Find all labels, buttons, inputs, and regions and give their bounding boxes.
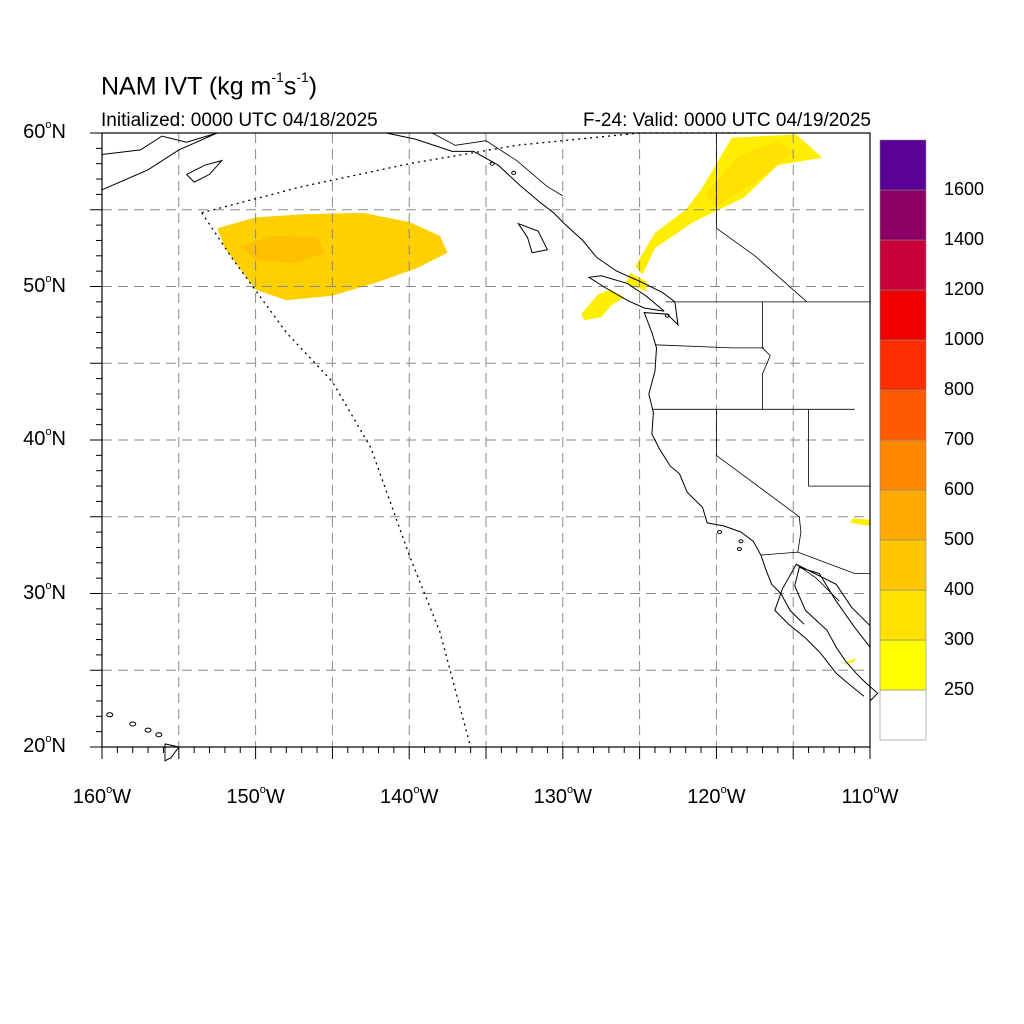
colorbar-label: 400	[944, 579, 975, 599]
coastline-island	[144, 727, 152, 733]
longitude-label: 160oW	[72, 784, 132, 808]
latitude-label: 50oN	[23, 272, 66, 297]
coastline-us-west	[386, 132, 762, 556]
border-us-mexico	[760, 551, 870, 574]
colorbar-swatch	[879, 239, 927, 291]
colorbar-label: 1600	[944, 179, 985, 199]
initialized-time: Initialized: 0000 UTC 04/18/2025	[101, 110, 378, 131]
colorbar-swatch	[879, 589, 927, 641]
colorbar-swatch	[879, 189, 927, 241]
coastline-island	[155, 732, 163, 738]
coastline-vancouver-island	[587, 275, 665, 312]
ivt-core-gulf-of-alaska	[240, 235, 325, 264]
colorbar-label: 1400	[944, 229, 985, 249]
colorbar-swatch	[879, 139, 927, 191]
border-bc-alaska	[432, 132, 564, 197]
colorbar-label: 800	[944, 379, 975, 399]
coastline-island	[106, 712, 114, 718]
chart-title: NAM IVT (kg m-1s-1)	[101, 69, 318, 101]
longitude-label: 120oW	[687, 784, 746, 808]
colorbar-label: 600	[944, 479, 975, 499]
coastline-north-america	[774, 563, 879, 702]
colorbar-label: 1000	[944, 329, 985, 349]
coastline-island	[738, 539, 744, 544]
colorbar-label: 700	[944, 429, 975, 449]
latitude-label: 60oN	[23, 119, 66, 143]
longitude-label: 140oW	[379, 784, 439, 808]
ivt-region-sinaloa	[840, 658, 857, 665]
colorbar-label: 500	[944, 529, 975, 549]
coastline-island	[664, 313, 670, 318]
coastline-mainland-mexico	[760, 554, 805, 625]
latitude-label: 30oN	[23, 579, 66, 604]
coastline-hawaii	[164, 743, 180, 762]
border-az-west	[797, 516, 802, 553]
coastline	[101, 132, 879, 762]
coastline-island	[716, 530, 722, 535]
map-gridlines	[102, 133, 870, 747]
colorbar-label: 250	[944, 679, 975, 699]
latitude-label: 20oN	[23, 733, 66, 757]
latitude-label: 40oN	[23, 426, 66, 450]
colorbar-label: 1200	[944, 279, 985, 299]
longitude-label: 150oW	[226, 784, 285, 808]
coastline-kodiak-island	[186, 159, 224, 183]
ivt-region-strait	[625, 272, 648, 292]
border-ca-nv	[716, 409, 800, 518]
colorbar-swatch	[879, 639, 927, 691]
colorbar	[879, 139, 927, 741]
colorbar-swatch	[879, 689, 927, 741]
border-sonora-baja	[796, 563, 840, 602]
colorbar-swatch	[879, 539, 927, 591]
colorbar-label: 300	[944, 629, 975, 649]
colorbar-swatch	[879, 389, 927, 441]
ivt-core-british-columbia	[704, 140, 794, 207]
border-wa-or	[654, 344, 764, 349]
ivt-region-vancouver-island	[581, 289, 625, 321]
coastline-island	[129, 721, 137, 727]
coastline-haida-gwaii	[517, 222, 549, 254]
colorbar-swatch	[879, 489, 927, 541]
coastline-island	[736, 546, 742, 551]
map-frame	[90, 132, 871, 759]
ivt-region-gulf-of-alaska	[217, 212, 448, 301]
border-nv-ut	[808, 409, 870, 487]
ivt-region-arizona	[850, 518, 870, 526]
colorbar-swatch	[879, 339, 927, 391]
domain-boundary-north	[201, 132, 740, 214]
valid-time: F-24: Valid: 0000 UTC 04/19/2025	[583, 110, 871, 131]
colorbar-swatch	[879, 439, 927, 491]
ivt-field-shading	[217, 134, 870, 665]
colorbar-swatch	[879, 289, 927, 341]
domain-boundary-west	[201, 212, 472, 748]
coastline-island	[511, 170, 517, 175]
longitude-label: 110oW	[841, 784, 899, 808]
coastline-kodiak-alaska	[101, 132, 218, 191]
border-bc-alberta	[716, 133, 808, 303]
ivt-region-british-columbia	[635, 134, 823, 275]
political-boundaries	[432, 132, 870, 602]
longitude-label: 130oW	[533, 784, 592, 808]
coastline-island	[489, 161, 495, 166]
border-id-wa	[762, 301, 771, 410]
